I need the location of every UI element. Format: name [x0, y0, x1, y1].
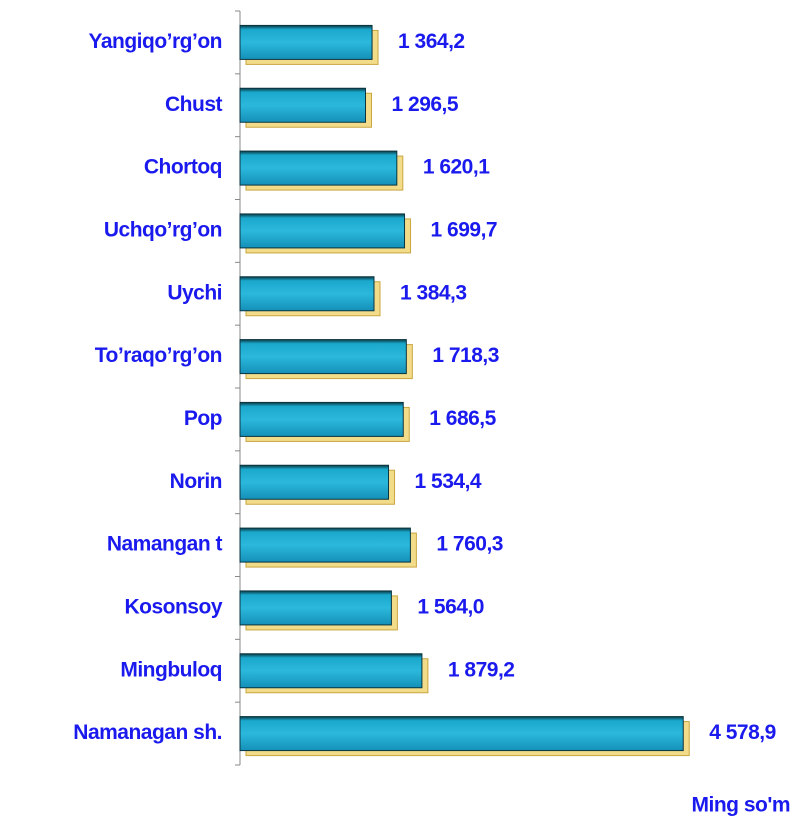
value-label: 1 296,5 — [392, 93, 459, 116]
y-tick-label: Uchqo’rg’on — [104, 218, 222, 241]
value-label: 1 364,2 — [398, 30, 465, 53]
bar — [239, 339, 407, 375]
x-axis-label: Ming so'm — [692, 794, 791, 817]
bar — [239, 150, 398, 186]
value-label: 1 879,2 — [448, 658, 515, 681]
y-tick-label: Chust — [165, 93, 223, 116]
bar — [239, 527, 411, 563]
bar — [239, 213, 406, 249]
value-label: 4 578,9 — [709, 721, 776, 744]
bar — [239, 24, 373, 60]
bar — [239, 87, 367, 123]
bar — [239, 590, 392, 626]
bar — [239, 653, 423, 689]
value-label: 1 384,3 — [400, 281, 467, 304]
bar — [239, 716, 684, 752]
bar — [239, 464, 390, 500]
bar — [239, 276, 375, 312]
y-tick-label: Namangan t — [107, 533, 223, 556]
value-label: 1 564,0 — [417, 595, 484, 618]
value-label: 1 718,3 — [432, 344, 499, 367]
value-label: 1 699,7 — [431, 218, 498, 241]
bar — [239, 401, 404, 437]
y-tick-label: Yangiqo’rg’on — [89, 30, 223, 53]
y-tick-label: Uychi — [167, 281, 222, 304]
y-tick-label: Norin — [170, 470, 222, 493]
value-label: 1 534,4 — [415, 470, 482, 493]
y-tick-label: Mingbuloq — [120, 658, 222, 681]
value-label: 1 620,1 — [423, 156, 490, 179]
y-tick-label: To’raqo’rg’on — [95, 344, 222, 367]
value-label: 1 760,3 — [436, 533, 503, 556]
y-tick-label: Namanagan sh. — [73, 721, 222, 744]
y-tick-label: Chortoq — [144, 156, 222, 179]
value-label: 1 686,5 — [429, 407, 496, 430]
y-tick-label: Kosonsoy — [124, 595, 222, 618]
y-tick-label: Pop — [184, 407, 222, 430]
